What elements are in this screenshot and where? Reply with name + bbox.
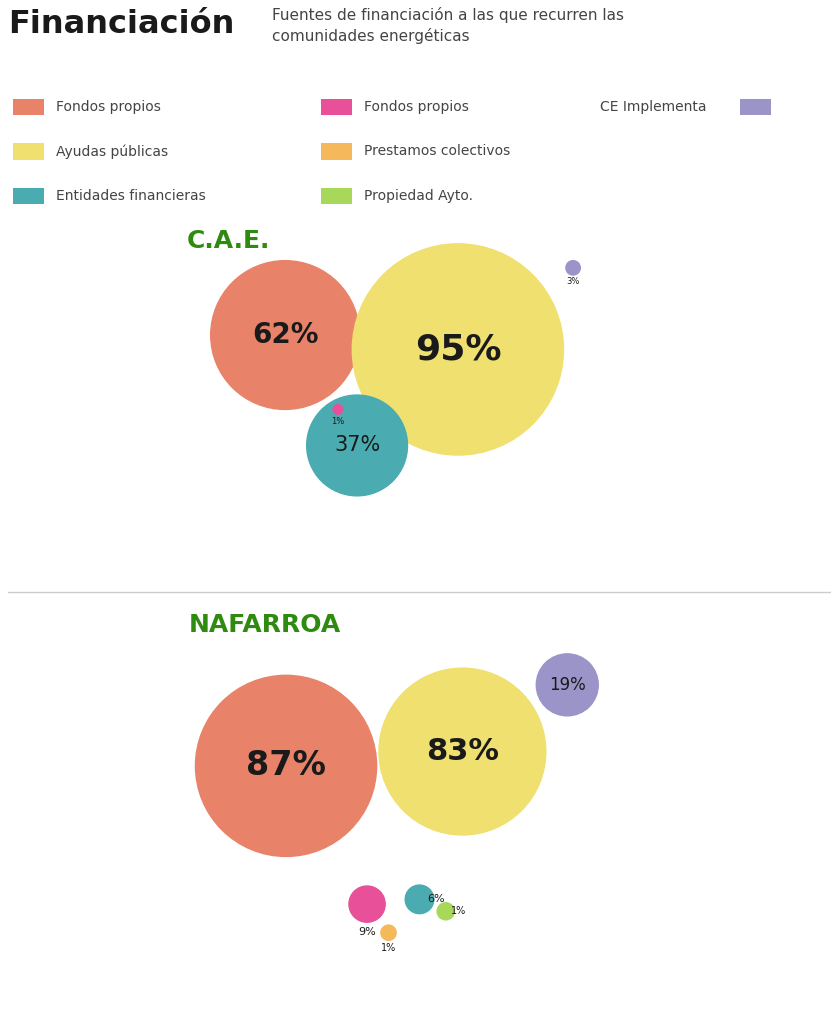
Circle shape <box>536 654 598 716</box>
Text: 37%: 37% <box>334 435 380 456</box>
Text: Fuentes de financiación a las que recurren las
comunidades energéticas: Fuentes de financiación a las que recurr… <box>272 7 623 44</box>
Circle shape <box>405 885 434 913</box>
Circle shape <box>211 261 359 410</box>
Text: 95%: 95% <box>414 333 501 367</box>
Text: NAFARROA: NAFARROA <box>188 613 341 637</box>
Text: 1%: 1% <box>451 906 466 916</box>
Text: Ayudas públicas: Ayudas públicas <box>56 144 168 159</box>
Text: 87%: 87% <box>246 750 326 782</box>
Text: 19%: 19% <box>549 676 586 694</box>
Text: Fondos propios: Fondos propios <box>56 99 161 114</box>
Circle shape <box>307 395 408 496</box>
Text: Entidades financieras: Entidades financieras <box>56 189 206 204</box>
Bar <box>320 188 352 205</box>
Text: Propiedad Ayto.: Propiedad Ayto. <box>364 189 473 204</box>
Text: Prestamos colectivos: Prestamos colectivos <box>364 144 511 159</box>
Bar <box>13 188 44 205</box>
Bar <box>320 143 352 160</box>
Circle shape <box>379 668 546 835</box>
Text: 6%: 6% <box>427 894 445 904</box>
Text: CE Implementa: CE Implementa <box>601 99 707 114</box>
Bar <box>740 98 771 115</box>
Bar <box>13 98 44 115</box>
Text: Financiación: Financiación <box>8 9 235 40</box>
Circle shape <box>437 903 454 920</box>
Text: Fondos propios: Fondos propios <box>364 99 469 114</box>
Text: 3%: 3% <box>566 276 580 286</box>
Circle shape <box>381 925 396 940</box>
Circle shape <box>349 886 385 923</box>
Text: 1%: 1% <box>381 943 396 953</box>
Text: C.A.E.: C.A.E. <box>187 229 270 253</box>
Text: 62%: 62% <box>252 322 318 349</box>
Bar <box>320 98 352 115</box>
Circle shape <box>565 261 581 275</box>
Circle shape <box>195 675 377 856</box>
Bar <box>13 143 44 160</box>
Text: 1%: 1% <box>331 417 345 426</box>
Circle shape <box>352 244 564 455</box>
Text: 83%: 83% <box>426 737 499 766</box>
Text: 9%: 9% <box>358 927 376 937</box>
Circle shape <box>333 404 342 415</box>
